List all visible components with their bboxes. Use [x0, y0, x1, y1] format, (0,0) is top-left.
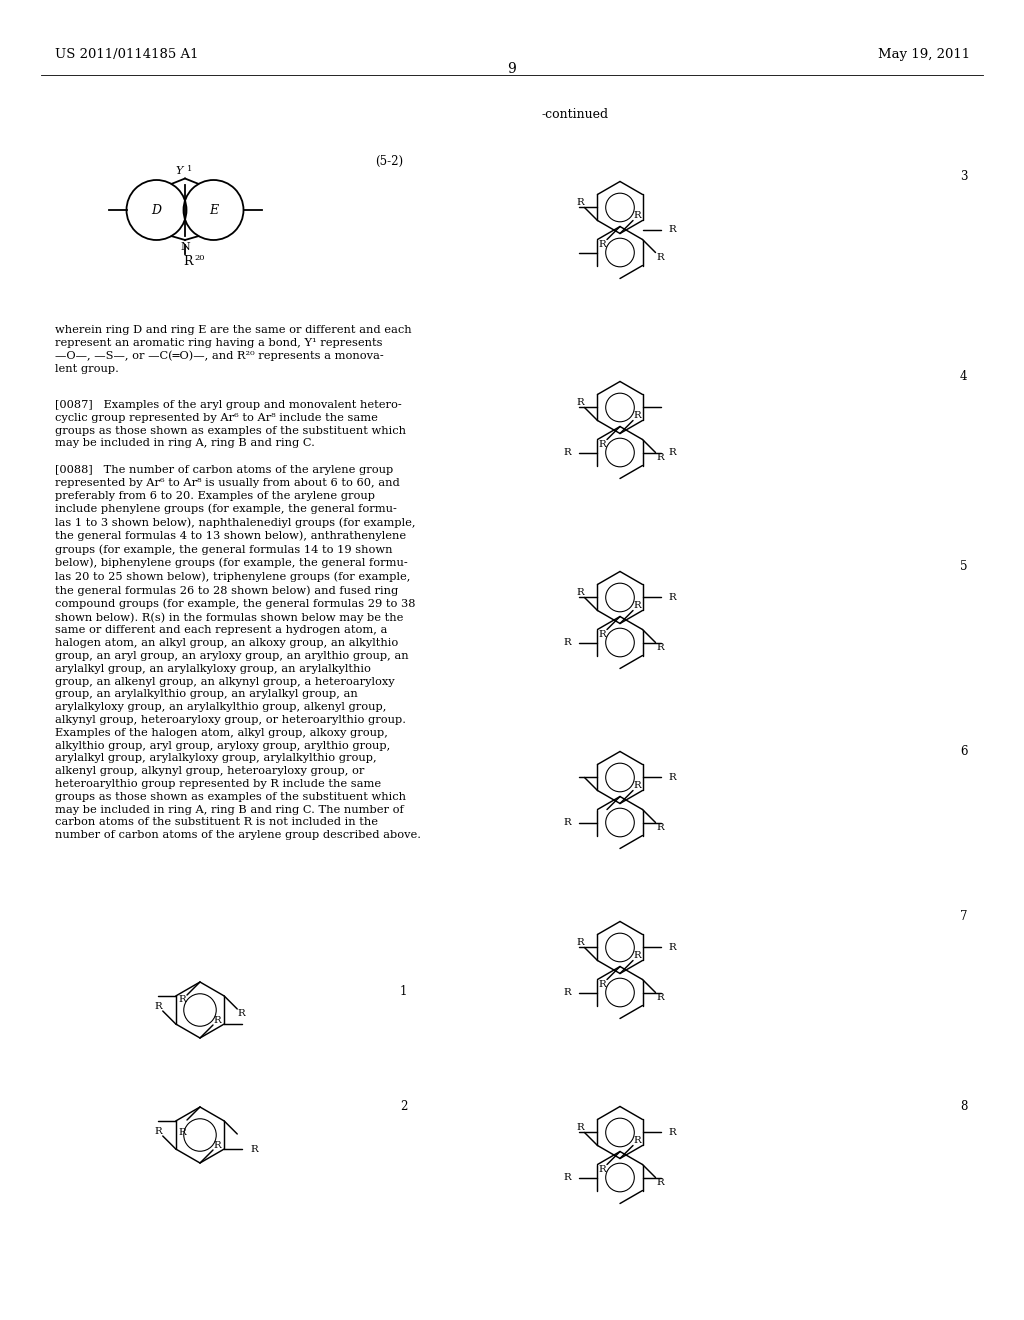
Text: R: R: [669, 1129, 676, 1137]
Text: R: R: [656, 643, 664, 652]
Text: R: R: [599, 1164, 606, 1173]
Text: R: R: [564, 447, 571, 457]
Text: R: R: [669, 942, 676, 952]
Text: 4: 4: [961, 370, 968, 383]
Text: R: R: [577, 198, 584, 207]
Text: -continued: -continued: [542, 108, 608, 121]
Text: R: R: [577, 399, 584, 408]
Text: R: R: [564, 1173, 571, 1181]
Text: R: R: [214, 1016, 221, 1024]
Text: [0087]   Examples of the aryl group and monovalent hetero-
cyclic group represen: [0087] Examples of the aryl group and mo…: [55, 400, 406, 449]
Text: R: R: [564, 987, 571, 997]
Text: R: R: [577, 589, 584, 598]
Text: 1: 1: [400, 985, 408, 998]
Text: R: R: [669, 447, 676, 457]
Text: R: R: [656, 822, 664, 832]
Text: 3: 3: [961, 170, 968, 183]
Text: May 19, 2011: May 19, 2011: [878, 48, 970, 61]
Text: R: R: [564, 818, 571, 828]
Text: R: R: [634, 1137, 641, 1146]
Text: R: R: [656, 993, 664, 1002]
Text: R: R: [656, 453, 664, 462]
Text: R: R: [669, 593, 676, 602]
Text: E: E: [209, 203, 218, 216]
Text: N: N: [180, 242, 189, 252]
Text: 1: 1: [187, 165, 193, 173]
Text: R: R: [634, 412, 641, 421]
Text: 20: 20: [194, 253, 205, 261]
Text: 9: 9: [508, 62, 516, 77]
Text: R: R: [564, 638, 571, 647]
Text: R: R: [634, 781, 641, 791]
Text: R: R: [634, 602, 641, 610]
Text: R: R: [656, 1177, 664, 1187]
Text: R: R: [669, 774, 676, 781]
Text: R: R: [155, 1002, 162, 1011]
Text: R: R: [599, 239, 606, 248]
Text: US 2011/0114185 A1: US 2011/0114185 A1: [55, 48, 199, 61]
Text: [0088]   The number of carbon atoms of the arylene group
represented by Ar⁶ to A: [0088] The number of carbon atoms of the…: [55, 465, 421, 841]
Text: R: R: [238, 1008, 246, 1018]
Text: R: R: [183, 255, 193, 268]
Text: R: R: [178, 1129, 186, 1137]
Text: R: R: [577, 939, 584, 948]
Text: R: R: [599, 979, 606, 989]
Text: (5-2): (5-2): [375, 154, 403, 168]
Text: R: R: [155, 1127, 162, 1137]
Text: R: R: [178, 995, 186, 1005]
Text: 2: 2: [400, 1100, 408, 1113]
Text: R: R: [669, 226, 676, 235]
Text: R: R: [250, 1144, 258, 1154]
Text: 5: 5: [961, 560, 968, 573]
Text: R: R: [577, 1123, 584, 1133]
Text: 6: 6: [961, 744, 968, 758]
Text: R: R: [656, 252, 664, 261]
Text: wherein ring D and ring E are the same or different and each
represent an aromat: wherein ring D and ring E are the same o…: [55, 325, 412, 374]
Text: 8: 8: [961, 1100, 968, 1113]
Text: R: R: [599, 630, 606, 639]
Text: D: D: [152, 203, 162, 216]
Text: Y: Y: [176, 166, 183, 177]
Text: R: R: [214, 1140, 221, 1150]
Text: R: R: [634, 952, 641, 961]
Text: R: R: [634, 211, 641, 220]
Text: R: R: [599, 440, 606, 449]
Text: 7: 7: [961, 909, 968, 923]
